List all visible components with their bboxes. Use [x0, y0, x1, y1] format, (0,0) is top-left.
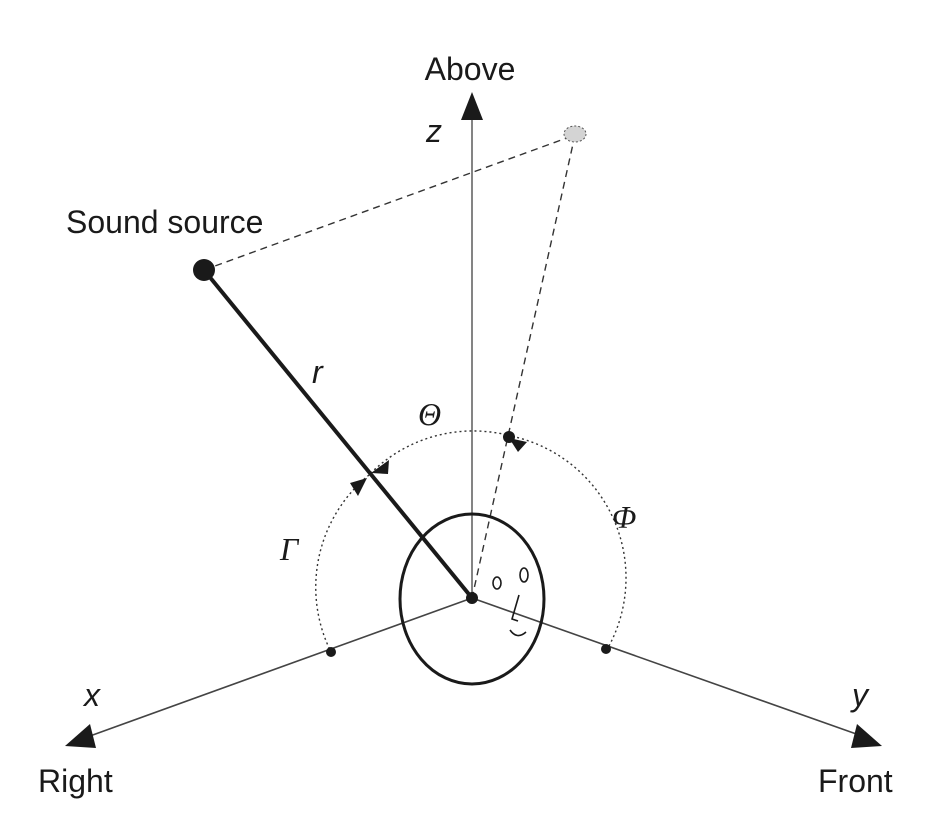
label-r: r	[312, 354, 324, 390]
projection-point	[563, 125, 587, 143]
projection-dashed-line-down	[471, 134, 576, 599]
x-axis-line	[89, 597, 473, 737]
z-axis-arrowhead	[461, 92, 483, 120]
face-features	[492, 567, 529, 637]
head-circle	[398, 512, 546, 686]
label-theta: Θ	[418, 396, 441, 432]
label-x: x	[82, 677, 101, 713]
x-axis-arrowhead	[65, 724, 96, 748]
label-above: Above	[425, 51, 516, 87]
arc-arrowhead-gamma	[350, 478, 367, 496]
label-right: Right	[38, 763, 113, 799]
label-z: z	[425, 113, 442, 149]
y-axis-arrowhead	[851, 724, 882, 748]
label-y: y	[850, 677, 870, 713]
arc-gamma	[315, 474, 370, 653]
arc-theta	[368, 430, 512, 476]
label-phi: Φ	[612, 499, 636, 535]
y-axis-line	[471, 597, 863, 737]
origin-point	[466, 592, 478, 604]
arc-point-x	[326, 647, 336, 657]
arc-point-y	[601, 644, 611, 654]
arc-point-theta	[503, 431, 515, 443]
label-gamma: Γ	[279, 531, 300, 567]
arc-arrowhead-phi	[509, 438, 527, 452]
sound-source-point	[193, 259, 215, 281]
label-sound-source: Sound source	[66, 204, 263, 240]
label-front: Front	[818, 763, 893, 799]
arc-phi	[510, 435, 627, 647]
arc-arrowhead-theta	[371, 460, 389, 474]
projection-dashed-line-top	[203, 134, 576, 271]
distance-line-r	[202, 268, 474, 600]
